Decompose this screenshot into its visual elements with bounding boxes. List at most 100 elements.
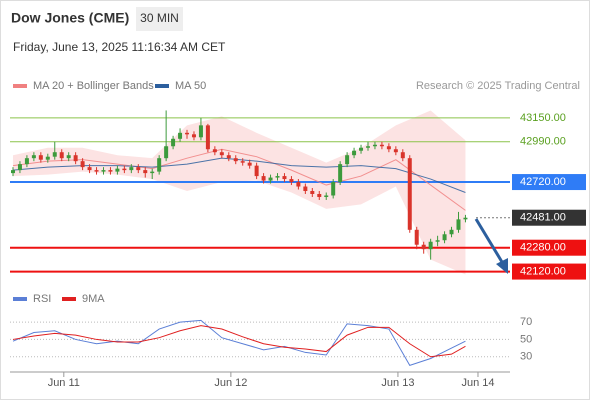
candle-body [254, 165, 259, 177]
candle-body [185, 132, 190, 135]
y-tick-label: 50 [520, 333, 532, 345]
candle-body [164, 146, 169, 159]
level-box [512, 239, 586, 256]
level-label: 42720.00 [520, 176, 566, 188]
candle-body [129, 167, 134, 171]
candle-body [101, 170, 106, 172]
timeframe-box [136, 7, 183, 31]
candle-body [24, 158, 29, 165]
candle-body [296, 182, 301, 187]
timeframe: 30 MIN [140, 11, 179, 25]
plot-layer: 43150.00 42990.00 42720.00 42481.00 42280.00… [10, 110, 586, 389]
legend-label: MA 50 [175, 80, 206, 92]
candle-body [310, 191, 315, 194]
candle-body [338, 164, 343, 183]
level-box [512, 174, 586, 191]
projection-arrowhead [496, 258, 508, 274]
candle-body [80, 161, 85, 168]
candle-body [352, 150, 357, 156]
candle-body [73, 155, 78, 162]
candle-body [359, 147, 364, 151]
candle-body [59, 152, 64, 159]
candle-body [365, 146, 370, 148]
candle-body [303, 186, 308, 192]
y-tick-label: 30 [520, 351, 532, 363]
candle-body [157, 158, 162, 172]
candle-body [31, 155, 36, 159]
candle-body [205, 125, 210, 150]
y-tick-label: 70 [520, 316, 532, 328]
bollinger-band [12, 110, 466, 275]
candle-body [171, 138, 176, 147]
level-label: 42120.00 [520, 265, 566, 277]
x-tick-label: Jun 14 [461, 377, 494, 389]
candle-body [94, 170, 99, 172]
title: Dow Jones (CME) [11, 10, 129, 26]
candle-body [379, 144, 384, 147]
legend-swatch [155, 84, 169, 88]
projection-arrow [474, 218, 504, 263]
candle-body [407, 158, 412, 230]
candle-body [372, 144, 377, 147]
legend-label: MA 20 + Bollinger Bands [33, 80, 154, 92]
ma-line [12, 157, 466, 193]
candle-body [240, 161, 245, 163]
candle-body [108, 170, 113, 172]
candle-body [212, 149, 217, 153]
candle-body [226, 155, 231, 159]
candle-body [414, 229, 419, 245]
candle-body [463, 217, 468, 220]
level-label: 42280.00 [520, 242, 566, 254]
candle-body [66, 155, 71, 159]
candle-body [247, 162, 252, 166]
candle-body [428, 241, 433, 250]
candle-body [115, 168, 120, 172]
indicator-line [12, 325, 466, 358]
candle-body [331, 182, 336, 196]
candle-body [324, 195, 329, 197]
candle-body [442, 234, 447, 241]
x-tick-label: Jun 13 [381, 377, 414, 389]
candle-body [150, 171, 155, 174]
candle-body [268, 177, 273, 181]
level-box [512, 263, 586, 280]
candle-body [38, 155, 43, 160]
level-box [512, 209, 586, 226]
candle-body [122, 168, 127, 171]
candle-body [191, 134, 196, 138]
candle-body [178, 132, 183, 139]
candle-body [45, 156, 50, 160]
level-label: 42990.00 [520, 136, 566, 148]
candle-body [282, 176, 287, 180]
candle-body [143, 170, 148, 174]
candle-body [275, 176, 280, 178]
candle-body [317, 193, 322, 197]
credit: Research © 2025 Trading Central [416, 80, 580, 92]
ma-line [12, 148, 466, 211]
legend-label: 9MA [82, 293, 105, 305]
candle-body [289, 179, 294, 183]
legend-swatch [62, 297, 76, 301]
candle-body [393, 149, 398, 153]
candle-body [136, 167, 141, 171]
candle-body [435, 240, 440, 242]
legend-swatch [13, 297, 27, 301]
candle-body [87, 167, 92, 171]
candle-body [400, 152, 405, 159]
candle-body [219, 152, 224, 156]
legend-label: RSI [33, 293, 51, 305]
candle-body [17, 164, 22, 171]
candle-body [52, 152, 57, 157]
candle-body [456, 219, 461, 230]
candle-body [421, 244, 426, 250]
timestamp: Friday, June 13, 2025 11:16:34 AM CET [13, 40, 226, 54]
level-label: 42481.00 [520, 212, 566, 224]
x-tick-label: Jun 11 [48, 377, 80, 389]
candle-body [386, 146, 391, 150]
candle-body [198, 125, 203, 138]
x-tick-label: Jun 12 [214, 377, 247, 389]
candle-body [449, 229, 454, 235]
indicator-line [12, 319, 466, 367]
